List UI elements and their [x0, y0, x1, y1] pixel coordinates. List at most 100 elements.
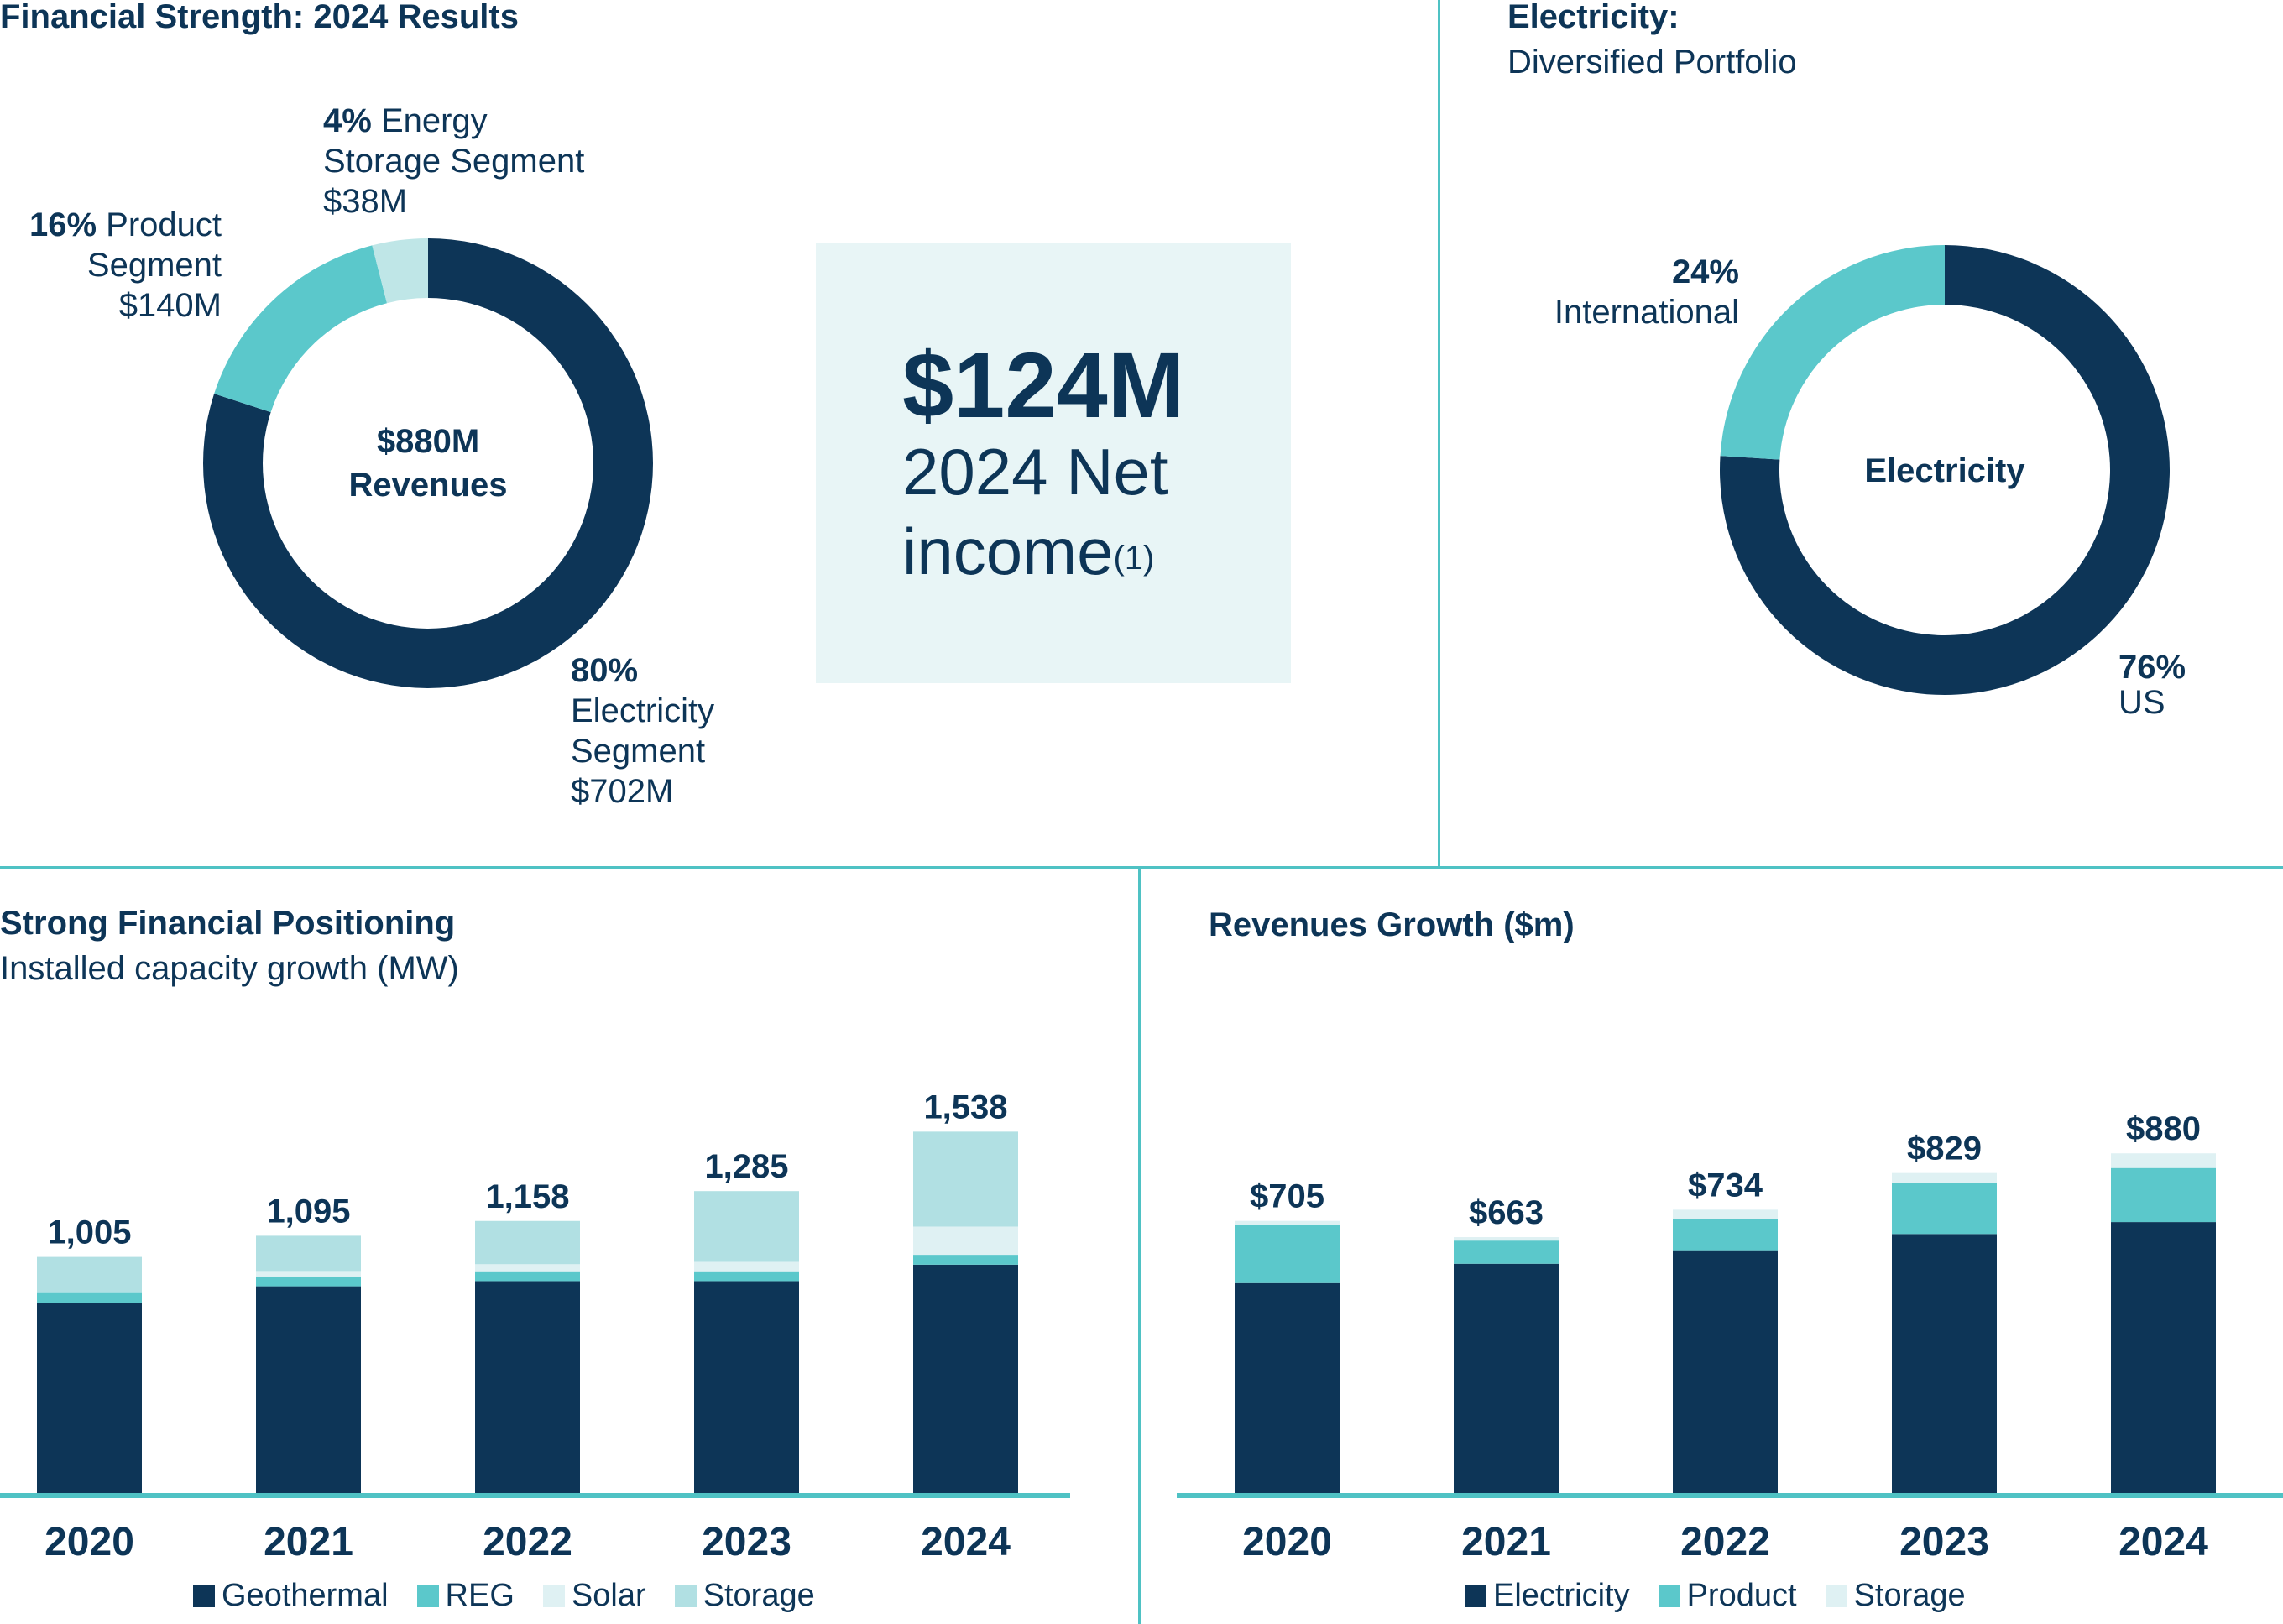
capacity-bar-2022-geothermal — [475, 1281, 580, 1493]
capacity-category-label-2022: 2022 — [483, 1520, 572, 1564]
us-pct: 76% — [2118, 649, 2186, 686]
capacity-panel-title: Strong Financial Positioning — [0, 905, 456, 942]
growth-bar-2021-electricity — [1454, 1263, 1559, 1493]
label-international: 24% International — [1427, 252, 1739, 332]
revenue-growth-bar-chart: $705 2020 $663 2021 $734 2022 $829 2023 $880 2024 — [1177, 1110, 2283, 1564]
growth-bar-2020-storage — [1235, 1220, 1340, 1225]
growth-bar-2023-storage — [1892, 1172, 1997, 1183]
capacity-bar-2020-geothermal — [37, 1303, 142, 1493]
capacity-category-label-2024: 2024 — [921, 1520, 1011, 1564]
capacity-bar-2023-solar — [694, 1261, 799, 1272]
capacity-bar-2021-geothermal — [256, 1286, 361, 1493]
growth-total-label-2022: $734 — [1688, 1167, 1763, 1204]
legend-item-reg: REG — [416, 1578, 515, 1614]
net-income-label: 2024 Net income(1) — [902, 432, 1272, 592]
international-name: International — [1554, 294, 1739, 331]
capacity-total-label-2022: 1,158 — [485, 1178, 569, 1215]
capacity-bar-2022-solar — [475, 1264, 580, 1272]
capacity-bar-2024-reg — [913, 1255, 1018, 1265]
legend-item-geothermal: Geothermal — [193, 1578, 389, 1614]
legend-label-product: Product — [1686, 1578, 1797, 1613]
capacity-bar-2024-storage — [913, 1131, 1018, 1227]
capacity-bar-2021-storage — [256, 1235, 361, 1272]
capacity-bar-2020-storage — [37, 1256, 142, 1292]
vertical-divider-bottom — [1138, 866, 1141, 1624]
capacity-bar-2023-reg — [694, 1271, 799, 1282]
product-segment-pct: 16% — [29, 206, 97, 243]
legend-swatch-electricity — [1465, 1585, 1486, 1607]
legend-item-electricity: Electricity — [1465, 1578, 1630, 1614]
growth-category-label-2021: 2021 — [1461, 1520, 1551, 1564]
growth-bar-2022-product — [1673, 1219, 1778, 1251]
label-us: 76% US — [2118, 650, 2186, 720]
legend-item-solar: Solar — [542, 1578, 646, 1614]
capacity-bar-2023-storage — [694, 1191, 799, 1262]
capacity-x-axis — [0, 1493, 1070, 1498]
portfolio-panel-title: Electricity: — [1507, 0, 1680, 35]
net-income-label-line1: 2024 Net — [902, 435, 1168, 509]
growth-legend: Electricity Product Storage — [1465, 1578, 1966, 1614]
legend-swatch-growth-storage — [1825, 1585, 1847, 1607]
label-product-segment: 16% Product Segment $140M — [0, 205, 222, 326]
electricity-segment-amount: $702M — [571, 773, 674, 810]
growth-total-label-2021: $663 — [1469, 1194, 1544, 1231]
capacity-total-label-2024: 1,538 — [923, 1089, 1007, 1125]
legend-swatch-reg — [416, 1585, 439, 1607]
legend-swatch-solar — [542, 1585, 565, 1607]
legend-item-storage: Storage — [674, 1578, 815, 1614]
revenue-slice-energy-storage-segment — [372, 238, 428, 304]
growth-total-label-2024: $880 — [2126, 1110, 2201, 1147]
capacity-bar-2020-reg — [37, 1292, 142, 1303]
capacity-total-label-2020: 1,005 — [47, 1214, 131, 1251]
legend-swatch-geothermal — [193, 1585, 215, 1607]
label-electricity-segment: 80% Electricity Segment $702M — [571, 650, 714, 812]
legend-label-storage: Storage — [703, 1578, 815, 1613]
label-storage-segment: 4% Energy Storage Segment $38M — [323, 101, 584, 222]
portfolio-slice-international — [1720, 245, 1945, 460]
capacity-bar-chart: 1,005 2020 1,095 2021 1,158 2022 1,285 2023 1,53… — [0, 1089, 1070, 1564]
growth-bar-2022-electricity — [1673, 1250, 1778, 1493]
capacity-bar-2024-solar — [913, 1226, 1018, 1256]
us-name: US — [2118, 684, 2165, 721]
legend-swatch-product — [1658, 1585, 1680, 1607]
legend-swatch-storage — [674, 1585, 697, 1607]
capacity-bar-2021-reg — [256, 1276, 361, 1287]
legend-label-solar: Solar — [571, 1578, 646, 1613]
revenue-donut-center-amount: $880M — [377, 423, 479, 460]
legend-label-growth-storage: Storage — [1853, 1578, 1966, 1613]
storage-segment-name-1: Energy — [380, 102, 488, 139]
electricity-segment-name-2: Segment — [571, 733, 706, 770]
storage-segment-amount: $38M — [323, 183, 408, 220]
growth-bar-2020-electricity — [1235, 1282, 1340, 1493]
vertical-divider-top — [1438, 0, 1440, 866]
capacity-bar-2022-storage — [475, 1220, 580, 1265]
growth-bar-2022-storage — [1673, 1209, 1778, 1219]
net-income-amount: $124M — [902, 334, 1185, 437]
horizontal-divider — [0, 866, 2283, 869]
legend-label-geothermal: Geothermal — [222, 1578, 389, 1613]
growth-category-label-2022: 2022 — [1680, 1520, 1770, 1564]
capacity-category-label-2020: 2020 — [44, 1520, 134, 1564]
capacity-bar-2024-geothermal — [913, 1264, 1018, 1493]
capacity-category-label-2021: 2021 — [264, 1520, 353, 1564]
capacity-total-label-2021: 1,095 — [266, 1193, 350, 1230]
growth-bar-2024-electricity — [2111, 1222, 2216, 1493]
revenue-slice-product-segment — [214, 245, 388, 413]
net-income-footnote: (1) — [1113, 540, 1155, 577]
growth-bar-2023-product — [1892, 1183, 1997, 1235]
capacity-bar-2023-geothermal — [694, 1281, 799, 1493]
capacity-legend: Geothermal REG Solar Storage — [193, 1578, 815, 1614]
revenue-panel-title: Financial Strength: 2024 Results — [0, 0, 519, 35]
growth-x-axis — [1177, 1493, 2283, 1498]
international-pct: 24% — [1671, 253, 1739, 290]
product-segment-name-1: Product — [106, 206, 222, 243]
electricity-segment-name-1: Electricity — [571, 692, 715, 729]
growth-category-label-2023: 2023 — [1899, 1520, 1989, 1564]
electricity-segment-pct: 80% — [571, 652, 639, 689]
net-income-box: $124M 2024 Net income(1) — [816, 243, 1291, 683]
net-income-label-line2: income — [902, 514, 1114, 588]
legend-label-electricity: Electricity — [1493, 1578, 1630, 1613]
portfolio-donut-chart: Electricity — [1720, 245, 2170, 695]
legend-label-reg: REG — [445, 1578, 515, 1613]
growth-category-label-2020: 2020 — [1242, 1520, 1332, 1564]
